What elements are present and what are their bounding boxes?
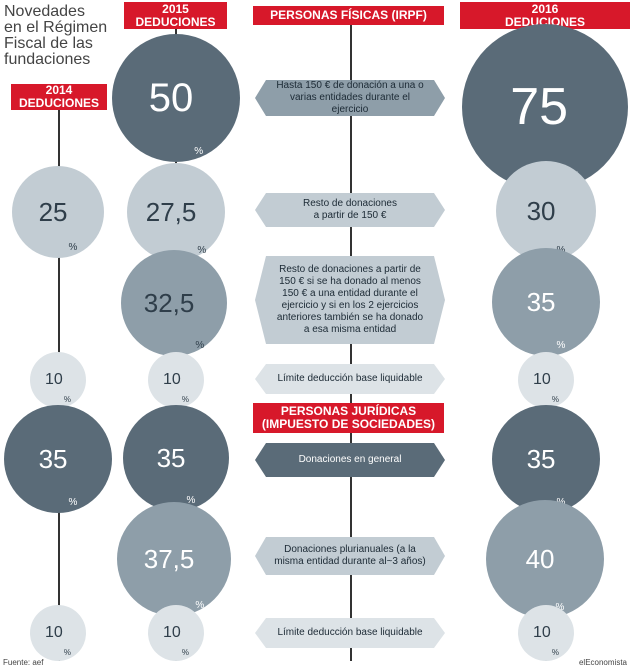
header-2014: 2014 DEDUCIONES bbox=[11, 84, 107, 110]
row-label-7: Límite deducción base liquidable bbox=[255, 618, 445, 648]
value-2014-row4: 10% bbox=[30, 352, 86, 408]
value-2015-row4: 10% bbox=[148, 352, 204, 408]
header-personas-juridicas: PERSONAS JURÍDICAS (IMPUESTO DE SOCIEDADE… bbox=[253, 403, 444, 433]
source-note: Fuente: aef bbox=[3, 658, 44, 667]
row-label-4: Límite deducción base liquidable bbox=[255, 364, 445, 394]
row-label-1: Hasta 150 € de donación a una o varias en… bbox=[255, 80, 445, 116]
value-2015-row6: 37,5% bbox=[117, 502, 231, 616]
value-2016-row4: 10% bbox=[518, 352, 574, 408]
value-2016-row2: 30% bbox=[496, 161, 596, 261]
value-2016-row3: 35% bbox=[492, 248, 600, 356]
value-2015-row1: 50% bbox=[112, 34, 240, 162]
value-2016-row5: 35% bbox=[492, 405, 600, 513]
row-label-2: Resto de donaciones a partir de 150 € bbox=[255, 193, 445, 227]
row-label-3: Resto de donaciones a partir de 150 € si … bbox=[255, 256, 445, 344]
value-2015-row2: 27,5% bbox=[127, 163, 225, 261]
brand-logo: elEconomista bbox=[578, 658, 627, 667]
value-2014-row7: 10% bbox=[30, 605, 86, 661]
value-2015-row5: 35% bbox=[123, 405, 229, 511]
header-2015: 2015 DEDUCIONES bbox=[124, 2, 227, 29]
value-2014-row2: 25% bbox=[12, 166, 104, 258]
header-personas-fisicas: PERSONAS FÍSICAS (IRPF) bbox=[253, 6, 444, 25]
value-2016-row6: 40% bbox=[486, 500, 604, 618]
row-label-6: Donaciones plurianuales (a la misma entid… bbox=[255, 537, 445, 575]
value-2016-row7: 10% bbox=[518, 605, 574, 661]
row-label-5: Donaciones en general bbox=[255, 443, 445, 477]
chart-title: Novedades en el Régimen Fiscal de las fu… bbox=[4, 3, 108, 68]
value-2015-row7: 10% bbox=[148, 605, 204, 661]
value-2014-row5: 35% bbox=[4, 405, 112, 513]
value-2015-row3: 32,5% bbox=[121, 250, 227, 356]
